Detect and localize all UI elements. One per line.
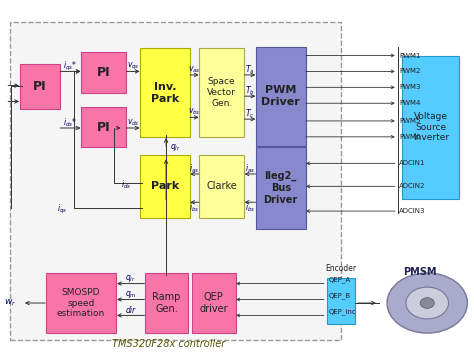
Text: PWM1: PWM1: [399, 53, 420, 59]
Text: QEP_B: QEP_B: [328, 292, 351, 299]
Text: i$_{as}$: i$_{as}$: [245, 162, 255, 175]
FancyBboxPatch shape: [327, 278, 355, 324]
FancyBboxPatch shape: [192, 273, 236, 333]
FancyBboxPatch shape: [199, 154, 244, 218]
Text: Voltage
Source
Inverter: Voltage Source Inverter: [413, 112, 449, 142]
Text: w$_r$: w$_r$: [4, 298, 16, 308]
Text: PMSM: PMSM: [403, 267, 437, 277]
FancyBboxPatch shape: [140, 48, 190, 137]
Text: q$_{lr}$: q$_{lr}$: [170, 142, 181, 153]
Text: T$_a$: T$_a$: [245, 64, 255, 76]
Text: ADCIN1: ADCIN1: [399, 160, 426, 166]
Text: QEP
driver: QEP driver: [200, 292, 228, 314]
Circle shape: [406, 287, 448, 319]
Text: PI: PI: [33, 80, 46, 93]
Text: T$_b$: T$_b$: [245, 84, 255, 97]
FancyBboxPatch shape: [145, 273, 188, 333]
Circle shape: [420, 298, 434, 308]
Text: Inv.
Park: Inv. Park: [151, 82, 179, 104]
FancyBboxPatch shape: [81, 52, 126, 93]
Text: i$_{qs}$*: i$_{qs}$*: [64, 60, 78, 73]
Text: PWM6: PWM6: [399, 134, 420, 140]
Text: Ileg2_
Bus
Driver: Ileg2_ Bus Driver: [264, 171, 298, 205]
FancyBboxPatch shape: [140, 154, 190, 218]
FancyBboxPatch shape: [256, 147, 306, 229]
Text: v$_{ds}$: v$_{ds}$: [127, 118, 139, 128]
Text: PI: PI: [97, 121, 110, 133]
Text: v$_{as}$: v$_{as}$: [188, 64, 201, 75]
FancyBboxPatch shape: [19, 64, 60, 109]
Text: q$_{lr}$: q$_{lr}$: [125, 273, 136, 284]
FancyBboxPatch shape: [81, 107, 126, 147]
Text: i$_{bs}$: i$_{bs}$: [245, 201, 255, 214]
Text: PWM2: PWM2: [399, 69, 420, 75]
Text: v$_{bs}$: v$_{bs}$: [188, 107, 201, 118]
Text: i$_{ds}$*: i$_{ds}$*: [64, 116, 78, 129]
Text: i$_{ds}$: i$_{ds}$: [121, 179, 131, 191]
Text: ADCIN3: ADCIN3: [399, 208, 426, 214]
Text: TMS320F28x controller: TMS320F28x controller: [112, 339, 225, 349]
Text: Space
Vector
Gen.: Space Vector Gen.: [207, 77, 236, 108]
Text: Park: Park: [151, 181, 179, 191]
Text: QEP_inc: QEP_inc: [328, 308, 356, 315]
Circle shape: [387, 273, 467, 333]
Text: i$_{as}$: i$_{as}$: [190, 162, 200, 175]
Text: Clarke: Clarke: [206, 181, 237, 191]
Text: dir: dir: [126, 306, 136, 315]
Text: PWM
Driver: PWM Driver: [261, 85, 300, 107]
FancyBboxPatch shape: [199, 48, 244, 137]
Text: QEP_A: QEP_A: [328, 276, 351, 283]
FancyBboxPatch shape: [402, 55, 459, 199]
Text: i$_{bs}$: i$_{bs}$: [189, 201, 200, 214]
FancyBboxPatch shape: [46, 273, 117, 333]
Text: PWM3: PWM3: [399, 84, 420, 90]
Text: Ramp
Gen.: Ramp Gen.: [153, 292, 181, 314]
Text: v$_{qs}$: v$_{qs}$: [127, 61, 139, 72]
FancyBboxPatch shape: [256, 47, 306, 146]
Text: PWM5: PWM5: [399, 118, 420, 124]
Text: PWM4: PWM4: [399, 100, 420, 106]
Text: T$_c$: T$_c$: [245, 108, 255, 120]
Text: PI: PI: [97, 66, 110, 79]
Text: q$_m$: q$_m$: [125, 289, 137, 300]
Text: ADCIN2: ADCIN2: [399, 183, 426, 189]
Text: SMOSPD
speed
estimation: SMOSPD speed estimation: [57, 288, 105, 318]
Text: Encoder: Encoder: [326, 264, 356, 273]
Text: i$_{qs}$: i$_{qs}$: [57, 203, 68, 216]
FancyBboxPatch shape: [10, 22, 341, 340]
